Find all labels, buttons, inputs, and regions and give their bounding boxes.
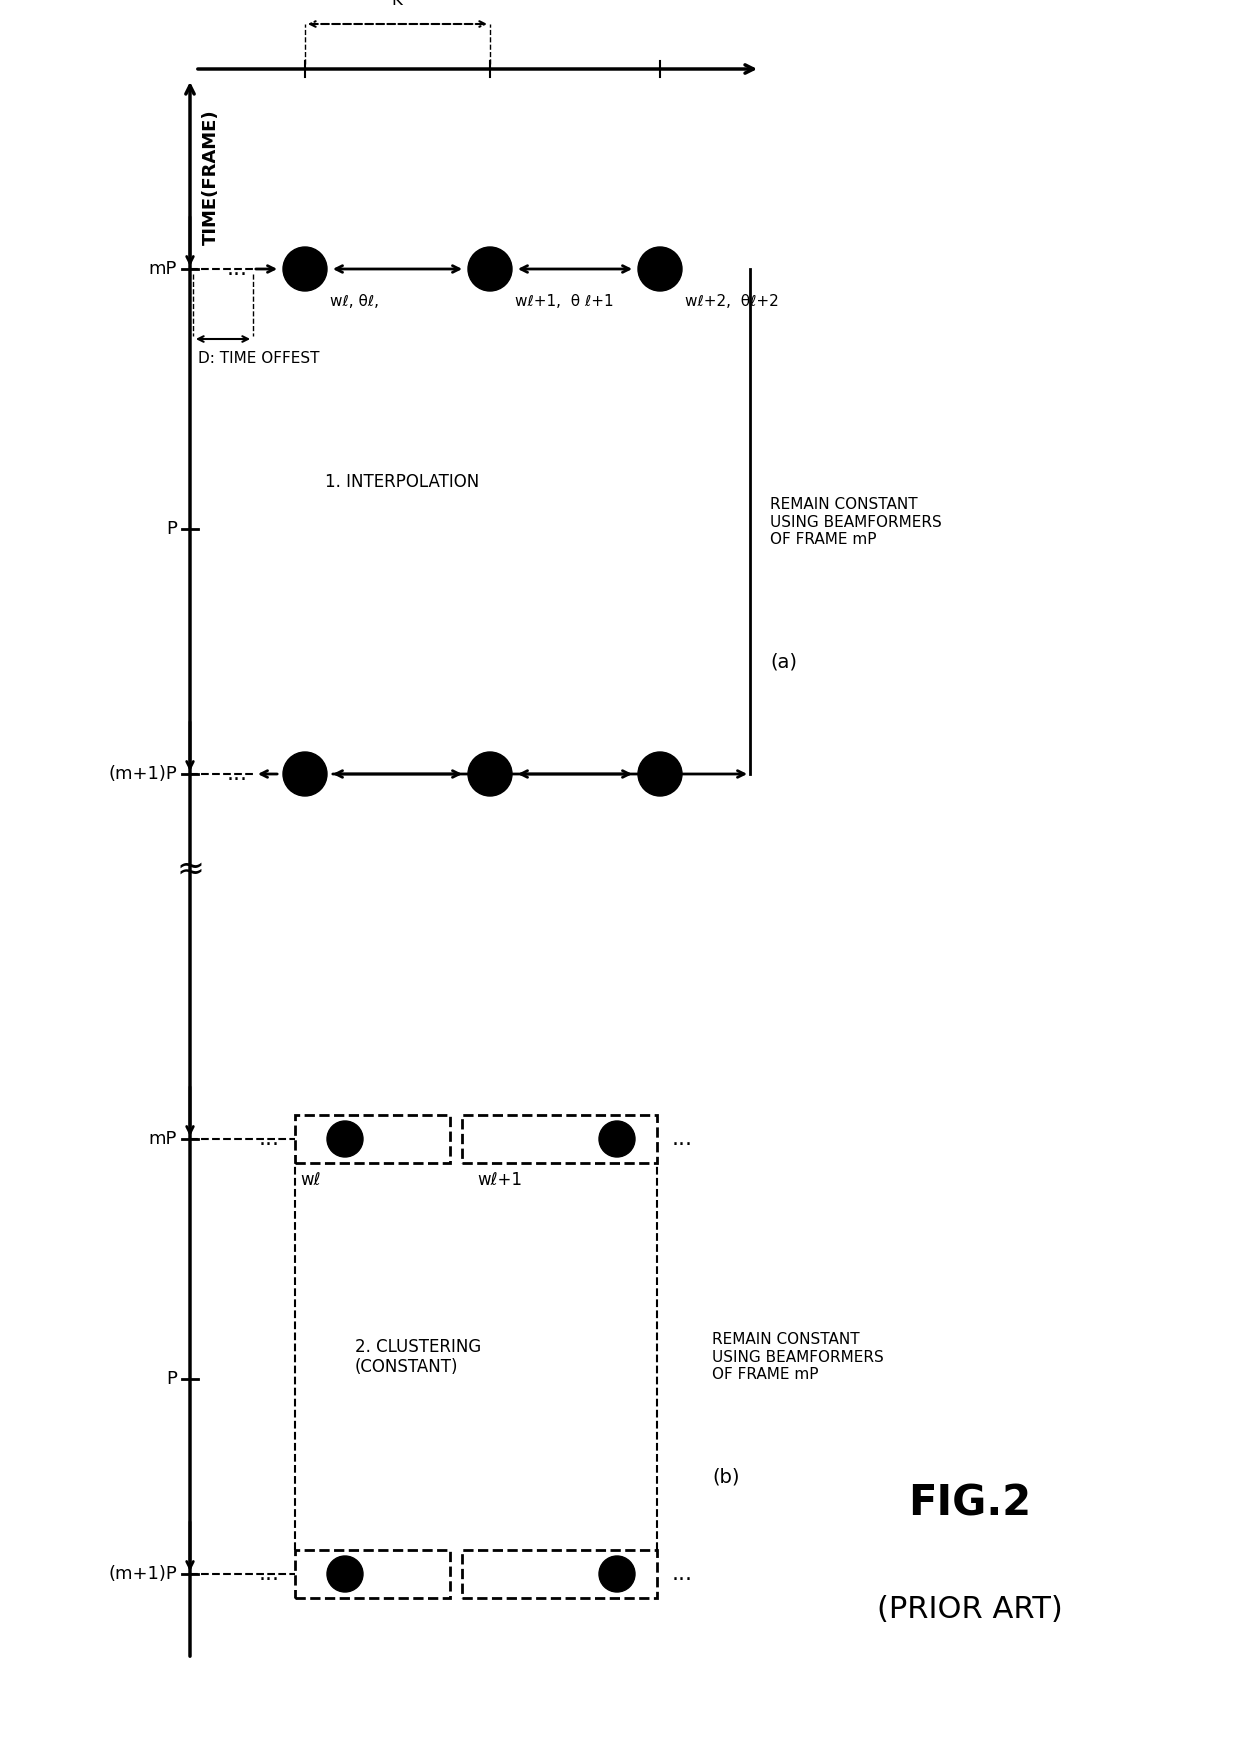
Text: ...: ... — [227, 259, 248, 280]
Bar — [463, 1115, 657, 1163]
Circle shape — [639, 753, 682, 797]
Text: ...: ... — [227, 763, 248, 785]
Text: (PRIOR ART): (PRIOR ART) — [877, 1594, 1063, 1624]
Text: ≈: ≈ — [176, 853, 205, 885]
Text: 1. INTERPOLATION: 1. INTERPOLATION — [325, 473, 479, 491]
Bar — [463, 1550, 657, 1597]
Text: wℓ: wℓ — [300, 1171, 320, 1189]
Text: ...: ... — [259, 1129, 280, 1149]
Text: TIME(FRAME): TIME(FRAME) — [202, 109, 219, 245]
Bar — [295, 1115, 450, 1163]
Text: (m+1)P: (m+1)P — [108, 1566, 177, 1583]
Bar — [295, 1550, 450, 1597]
Circle shape — [283, 246, 327, 290]
Text: wℓ+1,  θ ℓ+1: wℓ+1, θ ℓ+1 — [515, 294, 614, 310]
Text: K: K — [392, 0, 403, 9]
Circle shape — [327, 1120, 363, 1157]
Text: ...: ... — [259, 1564, 280, 1585]
Text: wℓ, θℓ,: wℓ, θℓ, — [330, 294, 379, 310]
Text: (m+1)P: (m+1)P — [108, 765, 177, 783]
Text: ...: ... — [672, 1564, 693, 1585]
Text: wℓ+1: wℓ+1 — [477, 1171, 522, 1189]
Text: wℓ+2,  θℓ+2: wℓ+2, θℓ+2 — [684, 294, 779, 310]
Circle shape — [467, 753, 512, 797]
Circle shape — [283, 753, 327, 797]
Circle shape — [599, 1557, 635, 1592]
Circle shape — [327, 1557, 363, 1592]
Circle shape — [599, 1120, 635, 1157]
Text: REMAIN CONSTANT
USING BEAMFORMERS
OF FRAME mP: REMAIN CONSTANT USING BEAMFORMERS OF FRA… — [712, 1332, 884, 1383]
Text: D: TIME OFFEST: D: TIME OFFEST — [198, 352, 320, 366]
Text: P: P — [166, 521, 177, 538]
Text: P: P — [166, 1370, 177, 1388]
Circle shape — [639, 246, 682, 290]
Text: ...: ... — [672, 1129, 693, 1149]
Circle shape — [467, 246, 512, 290]
Text: mP: mP — [149, 1129, 177, 1149]
Text: REMAIN CONSTANT
USING BEAMFORMERS
OF FRAME mP: REMAIN CONSTANT USING BEAMFORMERS OF FRA… — [770, 498, 941, 547]
Text: (b): (b) — [712, 1467, 739, 1486]
Text: mP: mP — [149, 260, 177, 278]
Text: (a): (a) — [770, 653, 797, 672]
Text: 2. CLUSTERING
(CONSTANT): 2. CLUSTERING (CONSTANT) — [355, 1337, 481, 1376]
Text: FIG.2: FIG.2 — [909, 1483, 1032, 1525]
